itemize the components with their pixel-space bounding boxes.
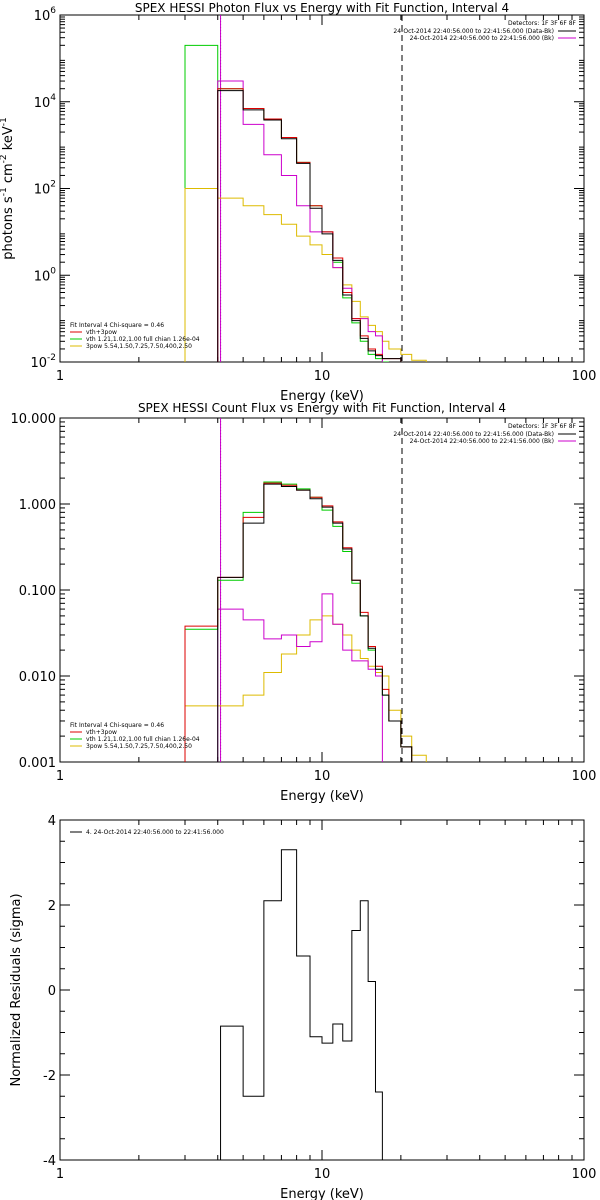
y-tick-label: 10.000 bbox=[11, 412, 57, 427]
y-tick-label: 0.010 bbox=[19, 670, 56, 685]
series-line-2 bbox=[184, 188, 427, 362]
y-tick-label: 0 bbox=[48, 984, 56, 999]
series-line-2 bbox=[217, 593, 383, 762]
legend-entry: 4. 24-Oct-2014 22:40:56.000 to 22:41:56.… bbox=[86, 829, 224, 836]
chart-panel-1: SPEX HESSI Photon Flux vs Energy with Fi… bbox=[0, 1, 596, 404]
series-line-1 bbox=[184, 615, 427, 762]
y-tick-label: 106 bbox=[34, 6, 57, 24]
plot-frame bbox=[59, 14, 585, 363]
x-tick-label: 10 bbox=[314, 769, 331, 784]
series-line-5 bbox=[217, 90, 402, 362]
y-tick-label: 1.000 bbox=[19, 498, 56, 513]
y-tick-label: 4 bbox=[48, 814, 56, 829]
x-tick-label: 10 bbox=[314, 1167, 331, 1182]
x-axis-label: Energy (keV) bbox=[280, 1187, 364, 1200]
x-axis-label: Energy (keV) bbox=[280, 789, 364, 804]
legend-header: Detectors: 1F 3F 6F 8F bbox=[508, 423, 577, 430]
y-axis-label: photons s-1 cm-2 keV-1 bbox=[0, 117, 16, 259]
chart-title: SPEX HESSI Count Flux vs Energy with Fit… bbox=[138, 401, 506, 415]
x-tick-label: 1 bbox=[56, 369, 64, 384]
x-tick-label: 100 bbox=[572, 1167, 597, 1182]
y-tick-label: 0.100 bbox=[19, 584, 56, 599]
x-tick-label: 1 bbox=[56, 1167, 64, 1182]
series-group bbox=[184, 481, 427, 762]
series-group bbox=[220, 849, 389, 1160]
series-line-4 bbox=[184, 482, 413, 762]
x-tick-label: 100 bbox=[572, 769, 597, 784]
series-line-1 bbox=[184, 44, 389, 362]
y-tick-label: -4 bbox=[43, 1154, 56, 1169]
chart-title: SPEX HESSI Photon Flux vs Energy with Fi… bbox=[135, 1, 509, 15]
x-tick-label: 1 bbox=[56, 769, 64, 784]
legend-entry: 24-Oct-2014 22:40:56.000 to 22:41:56.000… bbox=[410, 35, 554, 42]
x-tick-label: 10 bbox=[314, 369, 331, 384]
plot-frame bbox=[59, 819, 585, 1161]
legend-entry: vth+3pow bbox=[86, 329, 117, 336]
legend-entry: vth 1.21,1.02,1.00 full chian 1.26e-04 bbox=[86, 336, 200, 343]
legend-entry: vth+3pow bbox=[86, 729, 117, 736]
series-line-4 bbox=[217, 88, 402, 362]
legend-header: Fit Interval 4 Chi-square = 0.46 bbox=[70, 322, 164, 329]
plot-frame bbox=[59, 417, 585, 763]
legend-entry: 24-Oct-2014 22:40:56.000 to 22:41:56.000… bbox=[393, 431, 554, 438]
x-axis-label: Energy (keV) bbox=[280, 389, 364, 404]
legend-entry: 24-Oct-2014 22:40:56.000 to 22:41:56.000… bbox=[393, 28, 554, 35]
y-tick-label: 104 bbox=[34, 93, 57, 111]
y-tick-label: 0.001 bbox=[19, 756, 56, 771]
y-tick-label: 100 bbox=[34, 266, 57, 284]
legend-entry: 3pow 5.54,1.50,7.25,7.50,400,2.50 bbox=[86, 343, 192, 350]
x-tick-label: 100 bbox=[572, 369, 597, 384]
legend-header: Fit Interval 4 Chi-square = 0.46 bbox=[70, 722, 164, 729]
y-tick-label: 2 bbox=[48, 899, 56, 914]
y-axis-label: Normalized Residuals (sigma) bbox=[9, 893, 24, 1086]
y-tick-label: 102 bbox=[34, 180, 56, 198]
y-tick-label: 10-2 bbox=[30, 353, 56, 371]
legend-entry: vth 1.21,1.02,1.00 full chian 1.26e-04 bbox=[86, 736, 200, 743]
chart-panel-3: 1 10 100 -4 -2 0 2 4 Energy (keV) Normalized Resi… bbox=[9, 814, 596, 1200]
series-line-1 bbox=[220, 849, 389, 1160]
y-tick-label: -2 bbox=[43, 1069, 56, 1084]
chart-panel-2: SPEX HESSI Count Flux vs Energy with Fit… bbox=[11, 401, 597, 804]
series-line-3 bbox=[184, 481, 413, 762]
series-group bbox=[184, 44, 427, 362]
series-line-5 bbox=[217, 483, 413, 762]
legend-entry: 3pow 5.54,1.50,7.25,7.50,400,2.50 bbox=[86, 743, 192, 750]
legend-entry: 24-Oct-2014 22:40:56.000 to 22:41:56.000… bbox=[410, 438, 554, 445]
series-line-3 bbox=[217, 80, 383, 362]
legend-header: Detectors: 1F 3F 6F 8F bbox=[508, 20, 577, 27]
